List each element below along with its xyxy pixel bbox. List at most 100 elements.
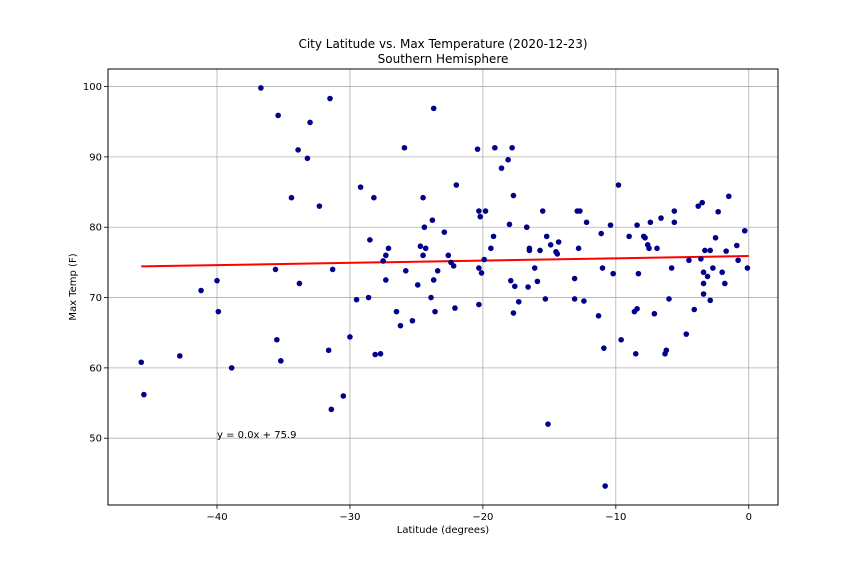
data-point [476,265,482,271]
data-point [409,317,416,324]
data-point [700,269,707,276]
data-point [372,351,379,358]
data-point [543,233,550,240]
data-point [525,284,531,290]
data-point [422,245,429,252]
data-point [481,256,488,263]
x-tick-label: −10 [605,512,626,523]
data-point [510,192,517,199]
data-point [329,266,336,273]
y-tick-label: 50 [89,434,102,445]
data-point [511,283,518,290]
data-point [704,273,711,280]
data-point [507,277,514,284]
data-point [539,208,546,214]
data-point [695,203,702,209]
data-point [700,291,707,297]
data-point [691,306,698,313]
data-point [715,208,721,215]
data-point [417,243,424,250]
data-point [719,269,725,276]
data-point [492,144,498,151]
data-point [547,242,554,248]
data-point [432,308,438,315]
data-points [138,85,751,489]
data-point [295,147,301,153]
data-point [671,219,678,226]
data-point [666,296,672,302]
data-point [509,144,515,151]
data-point [707,247,714,254]
data-point [365,294,372,301]
y-tick-label: 70 [89,293,102,304]
data-point [138,359,145,366]
data-point [198,287,204,294]
x-tick-label: −20 [472,512,493,523]
data-point [296,280,303,287]
y-tick-label: 90 [89,152,102,163]
plot-frame [107,68,779,506]
data-point [430,277,437,283]
data-point [607,222,614,228]
data-point [744,265,751,271]
chart-subtitle: Southern Hemisphere [378,52,509,66]
regression-line [141,255,749,268]
data-point [626,233,632,240]
data-point [275,112,281,119]
y-tick-label: 100 [83,82,102,93]
data-point [510,310,517,316]
data-point [599,265,606,271]
data-point [618,336,624,343]
data-point [340,393,347,399]
data-point [577,208,583,214]
data-point [429,217,436,223]
data-point [523,224,530,231]
data-point [450,263,457,269]
data-point [515,298,522,305]
data-point [434,268,441,274]
data-point [542,296,549,302]
data-point [671,208,678,214]
data-point [571,296,578,302]
data-point [414,282,421,288]
data-point [537,247,543,254]
data-point [474,146,481,152]
data-point [328,406,335,413]
data-point [700,280,707,287]
data-point [642,234,648,241]
data-point [421,224,428,231]
data-point [214,277,220,284]
data-point [635,270,642,277]
data-point [371,194,377,201]
data-point [347,334,353,340]
data-point [583,219,590,226]
data-point [615,182,622,188]
data-point [683,331,690,337]
data-point [215,308,222,315]
data-point [402,268,409,274]
data-point [668,265,675,271]
grid [108,69,778,505]
data-point [278,358,284,364]
data-point [506,221,513,228]
data-point [401,144,408,151]
data-point [307,119,313,126]
data-point [478,270,485,276]
data-point [575,245,582,252]
data-point [601,345,607,351]
data-point [663,347,670,354]
data-point [595,313,602,319]
data-point [272,266,279,273]
data-point [428,294,434,301]
data-point [258,85,264,91]
data-point [698,256,704,262]
data-point [453,182,460,188]
data-point [274,336,280,343]
data-point [380,258,386,264]
data-point [658,215,664,221]
data-point [304,155,311,162]
data-point [420,194,426,201]
data-point [741,227,748,234]
data-point [490,233,497,240]
x-tick-label: −30 [339,512,360,523]
